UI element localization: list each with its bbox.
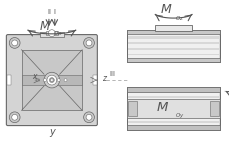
Bar — [7, 75, 11, 85]
Bar — [128, 89, 218, 92]
Circle shape — [12, 40, 18, 46]
Bar — [128, 50, 218, 54]
Bar — [128, 123, 218, 126]
Text: $M$: $M$ — [155, 101, 168, 114]
Text: $_{Oz}$: $_{Oz}$ — [174, 14, 183, 23]
Circle shape — [64, 79, 67, 82]
Text: III: III — [109, 71, 115, 77]
FancyBboxPatch shape — [6, 35, 97, 126]
Circle shape — [12, 114, 18, 120]
Text: $M$: $M$ — [39, 20, 51, 33]
Bar — [127, 30, 219, 34]
Bar — [128, 55, 218, 59]
Bar — [127, 87, 219, 130]
Circle shape — [9, 112, 20, 123]
Bar — [46, 31, 57, 35]
Text: II: II — [47, 9, 51, 15]
Circle shape — [43, 79, 46, 82]
Text: y: y — [49, 127, 55, 137]
Text: $M$: $M$ — [160, 3, 172, 16]
Bar — [93, 75, 96, 85]
Circle shape — [9, 37, 20, 48]
Text: I: I — [54, 9, 56, 15]
Circle shape — [86, 114, 92, 120]
Bar — [128, 39, 218, 42]
Circle shape — [86, 40, 92, 46]
Circle shape — [83, 37, 94, 48]
Bar — [128, 33, 218, 36]
Circle shape — [47, 75, 57, 85]
Text: x: x — [32, 72, 36, 81]
Bar — [128, 118, 218, 121]
Bar — [209, 101, 218, 116]
Bar — [128, 98, 218, 101]
Bar — [127, 87, 219, 92]
Circle shape — [44, 72, 59, 88]
Circle shape — [49, 78, 54, 82]
Circle shape — [36, 79, 39, 82]
Bar — [22, 50, 82, 110]
Text: $_{Ox}$: $_{Ox}$ — [53, 29, 62, 38]
Bar — [128, 93, 218, 96]
Text: z: z — [101, 74, 105, 83]
Circle shape — [83, 112, 94, 123]
Bar — [127, 58, 219, 62]
Circle shape — [48, 30, 55, 37]
Bar — [40, 32, 63, 37]
Bar — [128, 44, 218, 48]
Bar — [154, 25, 191, 31]
Text: $_{Oy}$: $_{Oy}$ — [174, 111, 183, 121]
Circle shape — [51, 79, 53, 81]
Bar — [127, 99, 219, 118]
Circle shape — [57, 79, 60, 82]
Bar — [127, 30, 219, 62]
Bar — [127, 125, 219, 130]
Bar — [22, 75, 82, 85]
Bar — [128, 101, 136, 116]
